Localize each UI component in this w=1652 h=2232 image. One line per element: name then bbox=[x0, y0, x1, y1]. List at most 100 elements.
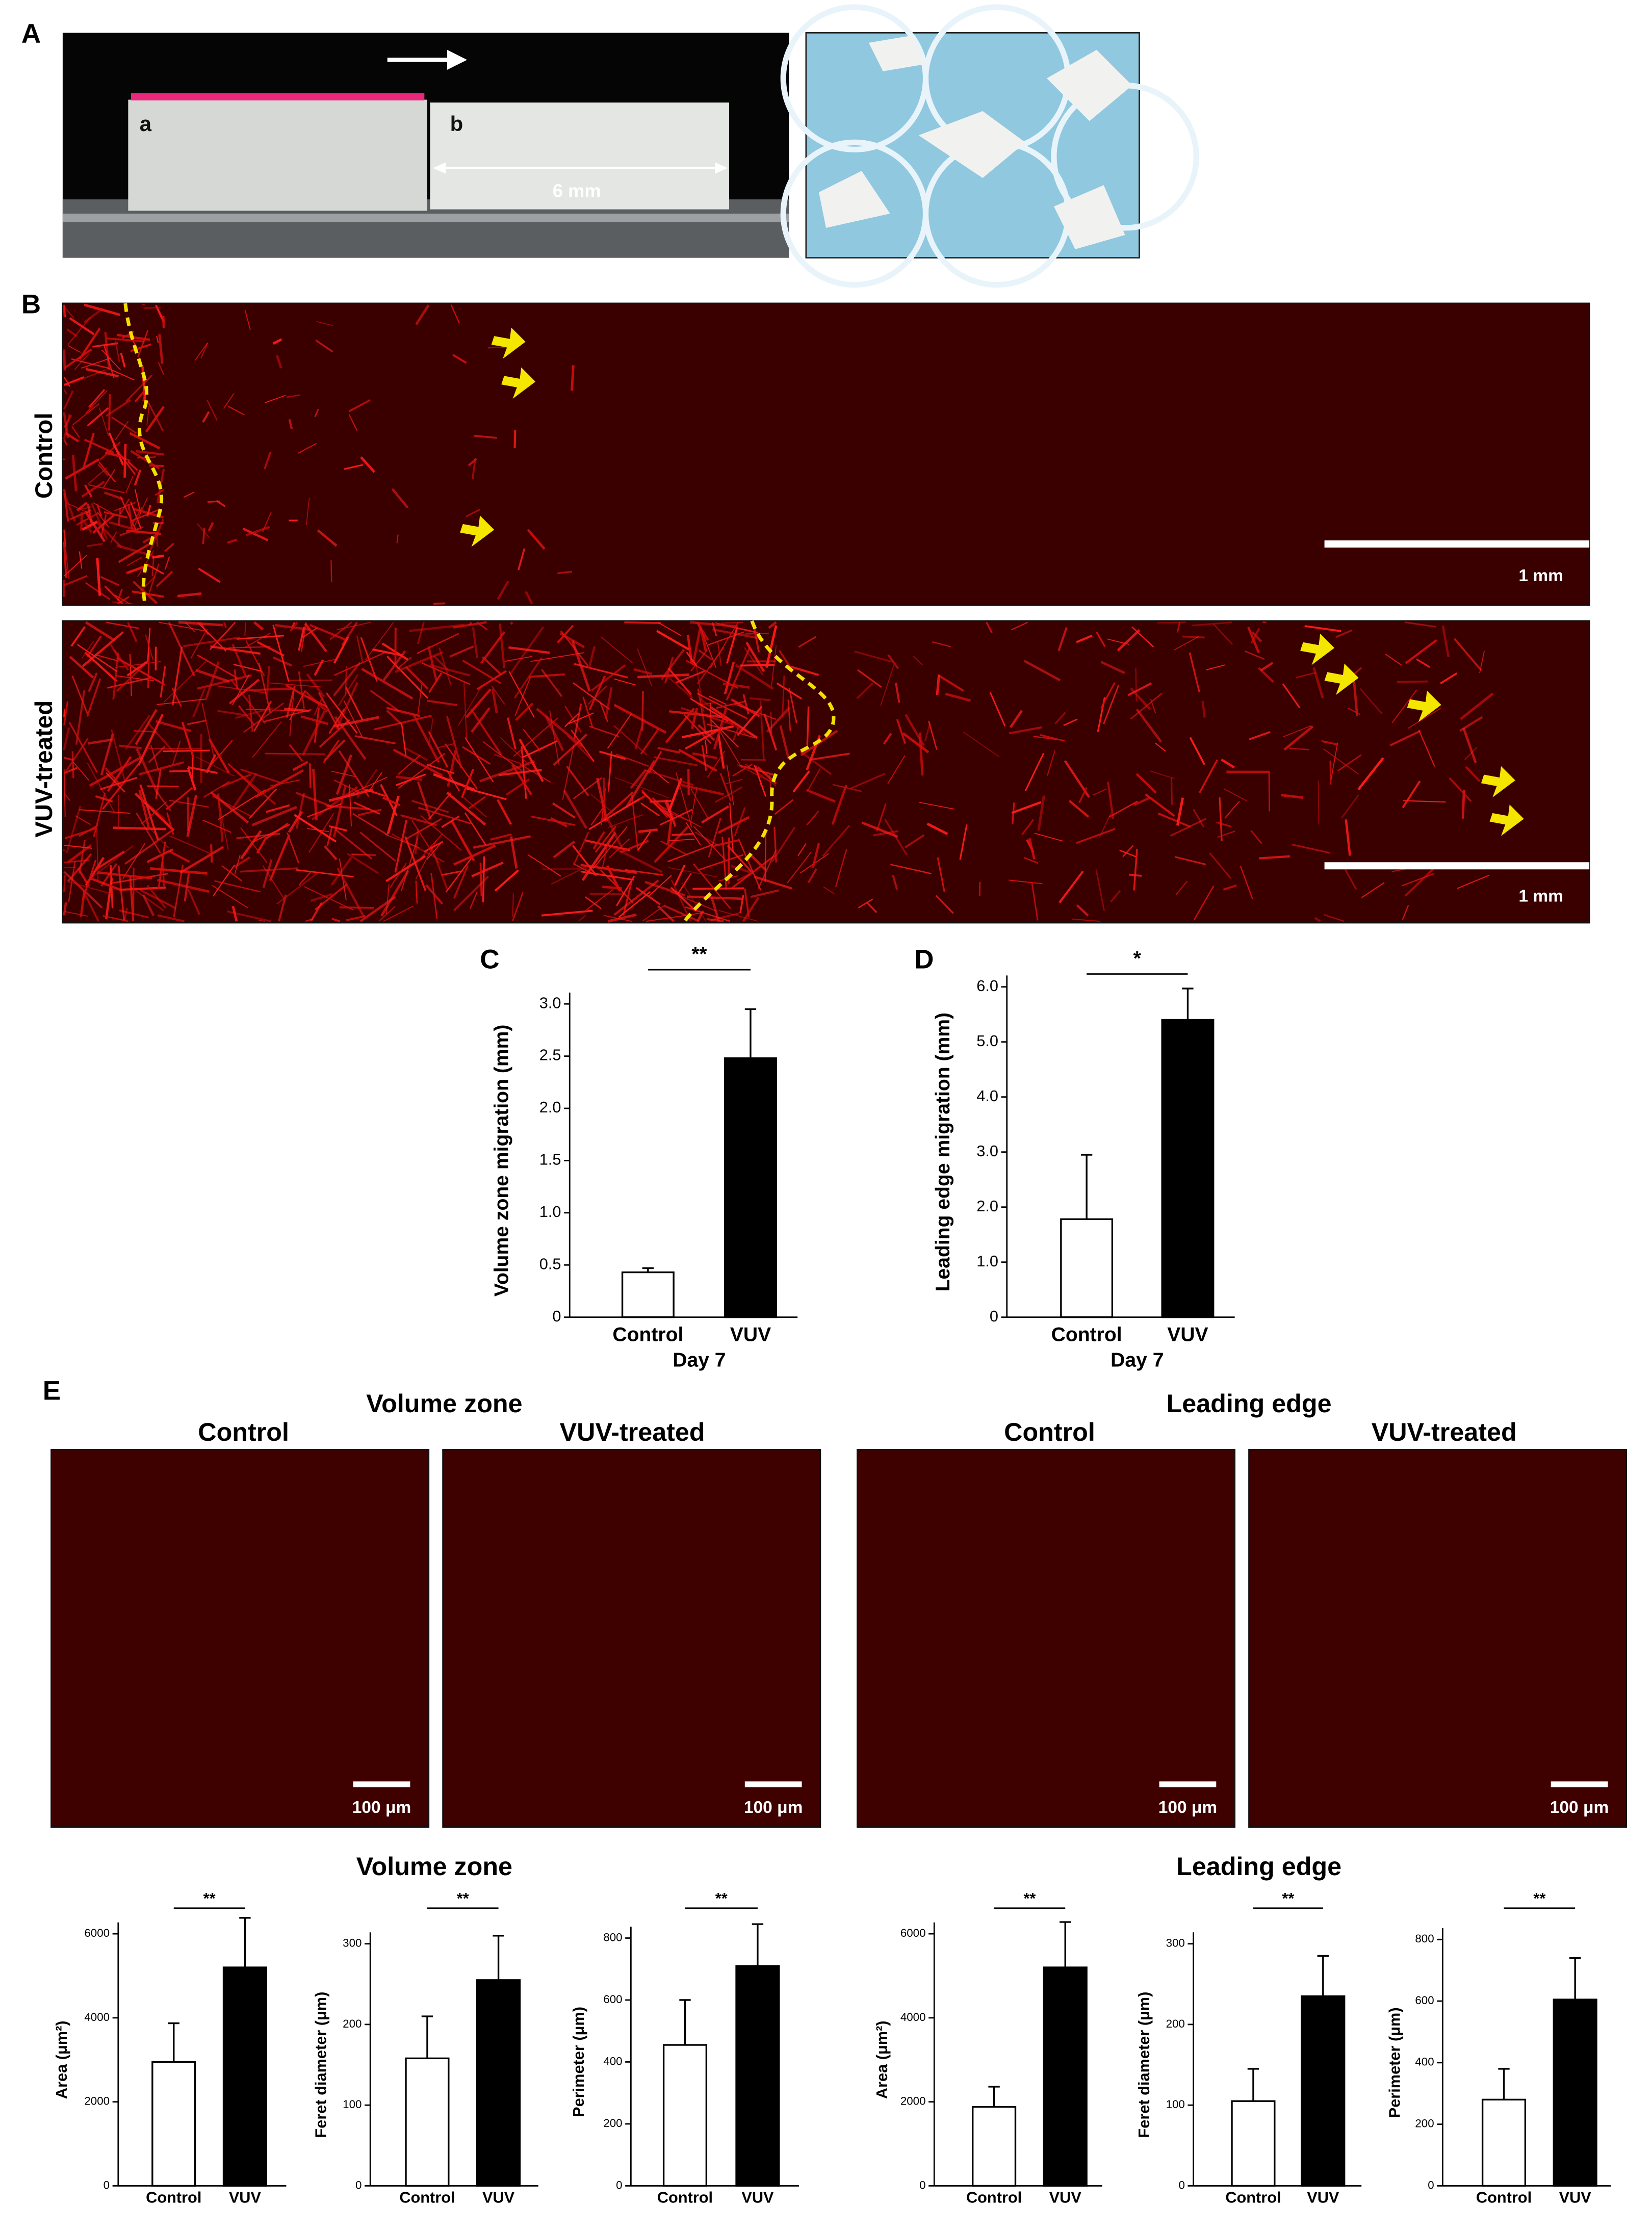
cell-fiber bbox=[179, 846, 224, 874]
cell-fiber bbox=[572, 845, 597, 876]
cell-fiber bbox=[736, 706, 763, 736]
cell-fiber bbox=[1068, 800, 1090, 818]
cell-fiber bbox=[285, 684, 320, 705]
cell-fiber bbox=[610, 845, 663, 873]
cell-fiber bbox=[195, 669, 230, 683]
cell-fiber bbox=[158, 841, 166, 889]
cell-fiber bbox=[718, 910, 759, 922]
cell-fiber bbox=[426, 699, 457, 707]
cell-fiber bbox=[692, 863, 731, 910]
cell-fiber bbox=[164, 556, 170, 570]
cell-fiber bbox=[768, 621, 777, 629]
cell-fiber bbox=[614, 678, 636, 686]
cell-fiber bbox=[400, 814, 437, 826]
cell-fiber bbox=[1174, 856, 1206, 866]
cell-fiber bbox=[613, 879, 659, 916]
cell-fiber bbox=[675, 772, 692, 828]
cell-fiber bbox=[1110, 890, 1121, 903]
cell-fiber bbox=[236, 833, 280, 839]
cell-fiber bbox=[1405, 639, 1437, 664]
cell-fiber bbox=[89, 756, 142, 787]
cell-fiber bbox=[150, 867, 208, 875]
cell-fiber bbox=[135, 792, 166, 820]
cell-fiber bbox=[1076, 904, 1089, 917]
cell-fiber bbox=[1024, 752, 1045, 792]
cell-fiber bbox=[797, 843, 807, 857]
cell-fiber bbox=[587, 685, 607, 705]
cell-fiber bbox=[158, 334, 164, 364]
cell-fiber bbox=[329, 621, 352, 640]
y-tick-label: 1.5 bbox=[539, 1151, 561, 1169]
bar bbox=[1481, 2098, 1527, 2187]
cell-fiber bbox=[1033, 736, 1065, 741]
cell-fiber bbox=[497, 799, 512, 825]
cell-fiber bbox=[562, 744, 575, 800]
cell-fiber bbox=[686, 822, 701, 845]
cell-fiber bbox=[356, 769, 378, 799]
cell-fiber bbox=[1182, 635, 1205, 639]
cell-fiber bbox=[390, 863, 407, 888]
cell-fiber bbox=[415, 304, 430, 325]
cell-fiber bbox=[335, 754, 353, 795]
cell-fiber bbox=[87, 542, 103, 548]
cell-fiber bbox=[634, 718, 646, 749]
cell-fiber bbox=[1191, 621, 1232, 627]
cell-fiber bbox=[245, 632, 271, 648]
cell-fiber bbox=[365, 788, 386, 797]
cell-fiber bbox=[1213, 624, 1233, 645]
cell-fiber bbox=[450, 304, 460, 324]
cell-fiber bbox=[1189, 737, 1205, 765]
cell-fiber bbox=[438, 647, 452, 686]
cell-fiber bbox=[102, 915, 129, 922]
y-tick-label: 0.5 bbox=[539, 1255, 561, 1273]
cell-fiber bbox=[511, 892, 524, 922]
block-label: b bbox=[450, 112, 463, 136]
cell-fiber bbox=[129, 654, 132, 696]
cell-fiber bbox=[120, 353, 126, 368]
cell-fiber bbox=[739, 895, 744, 914]
column-label: VUV-treated bbox=[560, 1417, 705, 1446]
cell-fiber bbox=[665, 799, 677, 827]
cell-fiber bbox=[411, 799, 449, 813]
cell-fiber bbox=[696, 621, 709, 641]
cell-fiber bbox=[744, 763, 777, 787]
cell-fiber bbox=[932, 641, 951, 647]
cell-fiber bbox=[1072, 918, 1101, 922]
cell-fiber bbox=[365, 622, 394, 661]
cell-fiber bbox=[74, 354, 89, 370]
cell-fiber bbox=[792, 770, 810, 793]
cell-fiber bbox=[525, 591, 533, 605]
cell-fiber bbox=[1288, 747, 1310, 750]
cell-fiber bbox=[473, 434, 497, 439]
cell-fiber bbox=[104, 346, 115, 378]
cell-fiber bbox=[202, 528, 205, 544]
cell-fiber bbox=[924, 722, 931, 741]
cell-fiber bbox=[1135, 773, 1157, 794]
cell-fiber bbox=[148, 563, 160, 593]
x-tick-label: Control bbox=[1476, 2189, 1532, 2207]
cell-fiber bbox=[100, 514, 107, 538]
cell-fiber bbox=[686, 652, 698, 667]
block-label: a bbox=[140, 112, 152, 136]
y-tick-label: 800 bbox=[603, 1931, 622, 1943]
cell-fiber bbox=[446, 791, 486, 826]
cell-fiber bbox=[1292, 843, 1331, 854]
chart-group-title: Volume zone bbox=[356, 1852, 512, 1881]
cell-fiber bbox=[638, 828, 658, 834]
cell-fiber bbox=[500, 737, 528, 764]
cell-fiber bbox=[763, 713, 778, 750]
cell-fiber bbox=[1011, 621, 1028, 631]
cell-fiber bbox=[306, 673, 325, 698]
cell-fiber bbox=[1034, 833, 1063, 842]
cell-fiber bbox=[722, 682, 750, 689]
cell-fiber bbox=[95, 795, 113, 803]
cell-fiber bbox=[446, 716, 462, 769]
cell-fiber bbox=[370, 689, 400, 712]
cell-fiber bbox=[774, 799, 794, 815]
cell-fiber bbox=[337, 868, 365, 918]
cell-fiber bbox=[759, 700, 765, 760]
pointer-arrow bbox=[1489, 804, 1524, 836]
cell-fiber bbox=[97, 511, 109, 528]
cell-fiber bbox=[264, 452, 272, 470]
x-tick-label: VUV bbox=[1167, 1323, 1208, 1345]
